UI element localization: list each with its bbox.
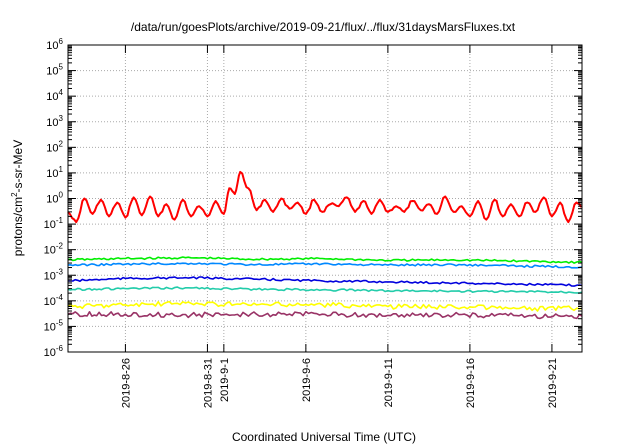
y-tick-label: 101 xyxy=(46,165,63,180)
series-line xyxy=(67,276,583,287)
y-tick-mantissa: 10 xyxy=(44,321,56,333)
x-tick-label: 2019-9-11 xyxy=(383,358,395,407)
y-tick-exponent: -4 xyxy=(56,293,64,302)
y-tick-mantissa: 10 xyxy=(44,296,56,308)
y-tick-mantissa: 10 xyxy=(44,245,56,257)
y-tick-label: 106 xyxy=(46,37,63,52)
axis-ticks xyxy=(68,44,582,353)
y-tick-exponent: -6 xyxy=(56,344,64,353)
x-tick-labels: 2019-8-26 2019-8-31 2019-9-1 2019-9-6 2019-9… xyxy=(120,358,559,408)
y-tick-mantissa: 10 xyxy=(46,117,58,129)
y-tick-label: 105 xyxy=(46,63,63,78)
y-tick-exponent: 2 xyxy=(59,139,64,148)
series-line xyxy=(67,300,583,312)
y-tick-exponent: -2 xyxy=(56,242,64,251)
y-tick-exponent: 6 xyxy=(59,37,64,46)
y-tick-mantissa: 10 xyxy=(46,142,58,154)
y-axis-label-sup: 2 xyxy=(10,192,19,197)
chart-series xyxy=(67,170,583,320)
y-tick-exponent: 0 xyxy=(59,191,64,200)
x-tick-label: 2019-9-6 xyxy=(301,358,313,402)
y-tick-label: 103 xyxy=(46,114,63,129)
y-tick-label: 104 xyxy=(46,88,63,103)
series-line xyxy=(67,286,583,294)
x-tick-label: 2019-9-21 xyxy=(547,358,559,408)
y-tick-label: 10-6 xyxy=(44,344,64,359)
chart-grid xyxy=(68,45,582,352)
series-line xyxy=(67,170,583,224)
y-tick-mantissa: 10 xyxy=(44,270,56,282)
y-tick-mantissa: 10 xyxy=(46,40,58,52)
y-axis-label: protons/cm2-s-sr-MeV xyxy=(10,140,25,256)
x-tick-label: 2019-8-26 xyxy=(120,358,132,408)
y-tick-label: 10-1 xyxy=(44,216,64,231)
y-tick-label: 102 xyxy=(46,139,63,154)
y-tick-mantissa: 10 xyxy=(46,91,58,103)
y-tick-mantissa: 10 xyxy=(44,219,56,231)
y-tick-exponent: 3 xyxy=(59,114,64,123)
y-tick-label: 100 xyxy=(46,191,63,206)
y-tick-mantissa: 10 xyxy=(46,168,58,180)
y-tick-exponent: 5 xyxy=(59,63,64,72)
series-line xyxy=(67,310,583,320)
x-tick-label: 2019-9-16 xyxy=(465,358,477,408)
y-tick-label: 10-4 xyxy=(44,293,64,308)
y-tick-label: 10-3 xyxy=(44,267,64,282)
x-tick-label: 2019-9-1 xyxy=(219,358,231,402)
y-tick-mantissa: 10 xyxy=(44,347,56,359)
x-axis-label: Coordinated Universal Time (UTC) xyxy=(232,430,416,444)
y-tick-labels: 10-610-510-410-310-210-11001011021031041… xyxy=(44,37,64,359)
y-tick-exponent: -3 xyxy=(56,267,64,276)
y-tick-mantissa: 10 xyxy=(46,194,58,206)
y-tick-label: 10-5 xyxy=(44,318,64,333)
y-tick-exponent: 1 xyxy=(59,165,64,174)
y-tick-exponent: -1 xyxy=(56,216,64,225)
y-tick-exponent: 4 xyxy=(59,88,64,97)
y-tick-mantissa: 10 xyxy=(46,66,58,78)
y-axis-label-rest: -s-sr-MeV xyxy=(11,140,25,193)
y-tick-label: 10-2 xyxy=(44,242,64,257)
chart-title: /data/run/goesPlots/archive/2019-09-21/f… xyxy=(131,20,516,34)
y-tick-exponent: -5 xyxy=(56,318,64,327)
series-line xyxy=(67,256,583,264)
series-line xyxy=(67,262,583,269)
y-axis-label-main: protons/cm xyxy=(11,197,25,256)
x-tick-label: 2019-8-31 xyxy=(202,358,214,408)
